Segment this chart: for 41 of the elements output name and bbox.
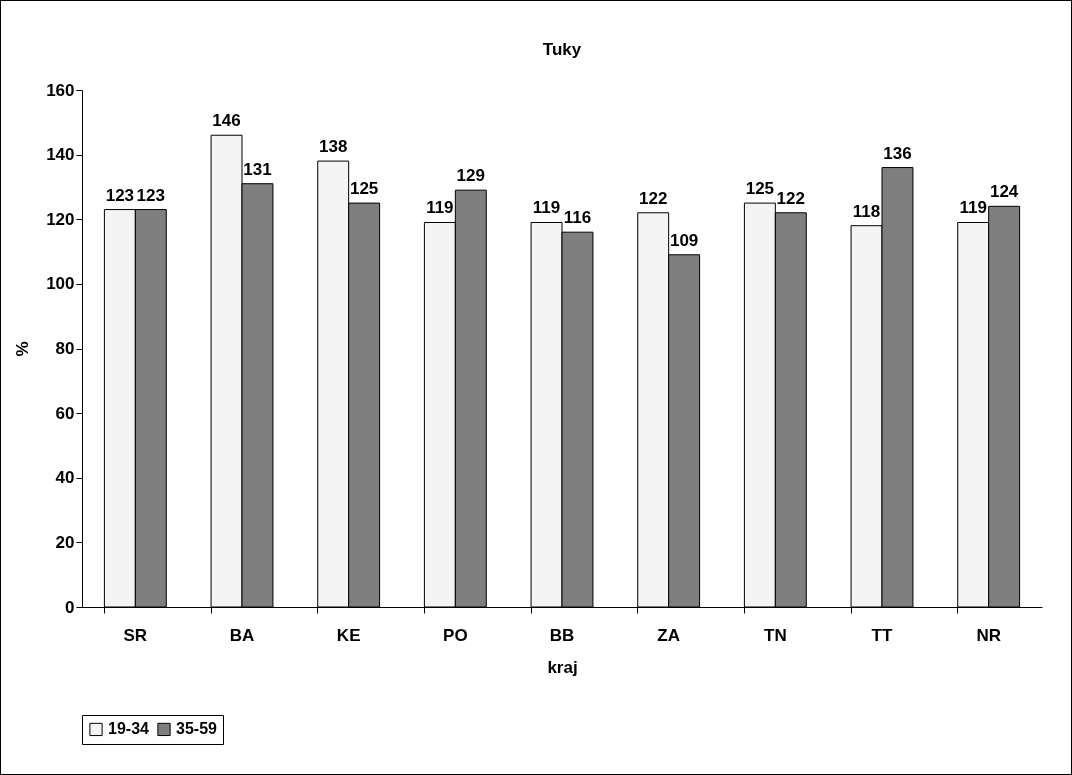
legend-label: 19-34 <box>108 720 150 738</box>
x-tick-label: ZA <box>657 625 680 645</box>
x-tick-label: BB <box>549 625 575 645</box>
y-tick-label: 140 <box>46 145 75 165</box>
y-tick-label: 20 <box>55 532 75 552</box>
data-label: 119 <box>959 198 987 218</box>
data-label: 123 <box>136 185 165 205</box>
x-tick-label: KE <box>336 625 361 645</box>
data-label: 118 <box>852 201 881 221</box>
y-tick-label: 0 <box>65 597 75 617</box>
x-tick-label: NR <box>976 625 1001 645</box>
x-tick-label: TT <box>871 625 893 645</box>
legend-label: 35-59 <box>176 720 218 738</box>
data-label: 146 <box>212 111 241 131</box>
data-label: 122 <box>639 188 668 208</box>
data-label: 119 <box>426 198 454 218</box>
y-tick-label: 160 <box>46 80 75 100</box>
data-label: 125 <box>745 179 775 199</box>
data-label: 124 <box>989 182 1019 202</box>
x-tick-label: PO <box>443 625 468 645</box>
data-label: 123 <box>105 185 135 205</box>
data-label: 138 <box>319 137 348 157</box>
x-tick-label: SR <box>123 625 148 645</box>
y-tick-label: 60 <box>55 403 75 423</box>
x-axis-title: kraj <box>547 657 578 677</box>
data-label: 131 <box>243 159 272 179</box>
y-axis-title: % <box>13 341 33 357</box>
y-tick-label: 40 <box>55 468 75 488</box>
chart-title: Tuky <box>542 40 582 59</box>
data-label: 109 <box>669 230 699 250</box>
x-tick-label: BA <box>229 625 255 645</box>
y-tick-label: 100 <box>46 274 75 294</box>
data-label: 119 <box>532 198 561 218</box>
data-label: 116 <box>563 208 592 228</box>
data-label: 136 <box>883 143 912 163</box>
y-tick-label: 120 <box>46 209 75 229</box>
y-tick-label: 80 <box>55 339 75 358</box>
data-label: 129 <box>456 166 485 186</box>
data-label: 125 <box>349 179 379 199</box>
data-label: 122 <box>776 188 805 208</box>
x-tick-label: TN <box>764 625 787 645</box>
